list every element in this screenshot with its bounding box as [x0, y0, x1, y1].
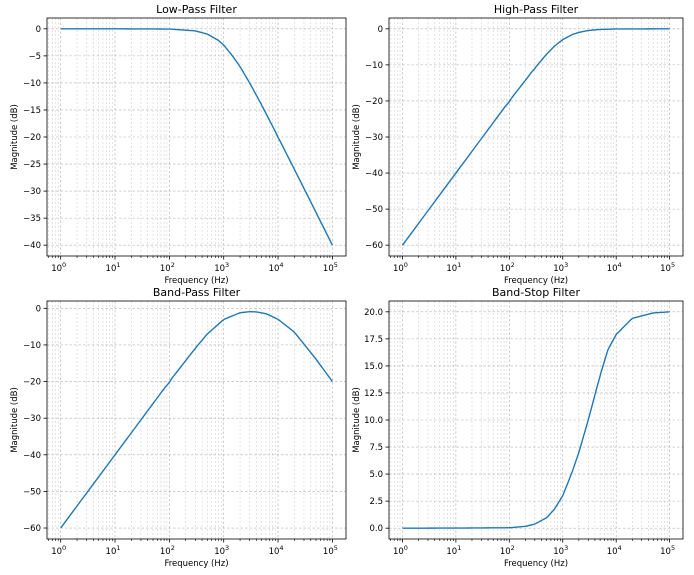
chart-2-y-tick-label: −10: [23, 341, 41, 351]
chart-3-y-tick-label: 5.0: [369, 470, 383, 480]
chart-1-axes-frame: [388, 17, 684, 257]
chart-0-y-tick-label: −35: [23, 214, 41, 224]
chart-2-y-tick-label: 0: [36, 304, 41, 314]
chart-1-series-line-0: [401, 28, 670, 246]
chart-2-minor-grid: [48, 301, 331, 541]
chart-0-y-tick-label: −10: [23, 79, 41, 89]
chart-3-x-tick-label: 101: [446, 544, 461, 557]
chart-3-y-tick-label: 12.5: [364, 389, 383, 399]
chart-0-title: Low-Pass Filter: [156, 3, 237, 16]
chart-0-x-tick-label: 103: [214, 261, 229, 274]
chart-2-y-tick-label: −60: [23, 524, 41, 534]
chart-3-x-tick-label: 105: [660, 544, 675, 557]
chart-3-y-axis-label: Magnitude (dB): [352, 387, 362, 453]
chart-3-x-tick-label: 100: [393, 544, 408, 557]
chart-1-x-tick-label: 101: [446, 261, 461, 274]
chart-3-x-tick-label: 104: [607, 544, 622, 557]
chart-3-y-tick-label: 15.0: [364, 362, 383, 372]
chart-3-x-tick-label: 103: [553, 544, 568, 557]
chart-0-y-tick-label: −25: [23, 160, 41, 170]
chart-2-x-axis-label: Frequency (Hz): [164, 559, 228, 569]
chart-3-y-tick-label: 2.5: [369, 497, 383, 507]
chart-1-y-tick-label: −20: [365, 97, 383, 107]
chart-3-y-tick-label: 20.0: [364, 308, 383, 318]
chart-1-panel: 100 101 102 103 104 105 0 −10 −20 −30 −40 −50 −60 Hig…: [352, 3, 684, 286]
chart-2-y-tick-label: −30: [23, 414, 41, 424]
chart-1-x-tick-label: 105: [660, 261, 675, 274]
chart-3-panel: 100 101 102 103 104 105 0.0 2.5 5.0 7.5 10.0 12.5 15…: [352, 286, 684, 569]
chart-1-y-tick-label: −30: [365, 133, 383, 143]
chart-3-y-tick-label: 17.5: [364, 335, 383, 345]
chart-0-x-tick-label: 102: [160, 261, 175, 274]
chart-0-panel: 100 101 102 103 104 105 0 −5 −10 −15 −20 −25 −30 −35 −…: [10, 3, 347, 286]
chart-0-y-axis-label: Magnitude (dB): [10, 104, 20, 170]
chart-1-x-tick-label: 104: [607, 261, 622, 274]
chart-2-series-line-0: [60, 311, 333, 529]
chart-1-y-tick-label: −10: [365, 61, 383, 71]
chart-1-x-axis-label: Frequency (Hz): [504, 276, 568, 286]
chart-1-y-tick-label: 0: [378, 25, 383, 35]
chart-3-title: Band-Stop Filter: [492, 286, 580, 299]
chart-0-x-axis-label: Frequency (Hz): [164, 276, 228, 286]
chart-0-y-tick-label: −30: [23, 187, 41, 197]
chart-0-minor-grid: [48, 18, 331, 258]
chart-2-x-tick-label: 103: [214, 544, 229, 557]
chart-3-x-axis-label: Frequency (Hz): [504, 559, 568, 569]
chart-2-title: Band-Pass Filter: [153, 286, 241, 299]
chart-1-x-tick-label: 100: [393, 261, 408, 274]
chart-3-x-tick-label: 102: [500, 544, 515, 557]
chart-1-title: High-Pass Filter: [494, 3, 579, 16]
chart-1-minor-grid: [390, 18, 668, 258]
chart-3-y-tick-label: 10.0: [364, 416, 383, 426]
chart-0-x-tick-label: 104: [269, 261, 284, 274]
chart-2-x-tick-label: 101: [106, 544, 121, 557]
chart-1-y-tick-label: −60: [365, 241, 383, 251]
chart-2-y-tick-label: −20: [23, 378, 41, 388]
chart-3-series-line-0: [402, 311, 670, 529]
chart-2-x-tick-label: 100: [51, 544, 66, 557]
chart-0-y-tick-label: −15: [23, 106, 41, 116]
chart-1-x-tick-label: 103: [553, 261, 568, 274]
chart-0-y-tick-label: 0: [36, 25, 41, 35]
chart-2-y-axis-label: Magnitude (dB): [10, 387, 20, 453]
chart-0-y-tick-label: −20: [23, 133, 41, 143]
chart-2-x-tick-label: 102: [160, 544, 175, 557]
chart-2-axes-frame: [46, 300, 347, 540]
chart-3-y-tick-label: 0.0: [369, 524, 383, 534]
chart-2-x-tick-label: 104: [269, 544, 284, 557]
chart-1-y-axis-label: Magnitude (dB): [352, 104, 362, 170]
chart-0-series-line-0: [60, 28, 334, 246]
chart-1-y-tick-label: −50: [365, 205, 383, 215]
chart-0-y-tick-label: −5: [28, 52, 41, 62]
chart-0-y-tick-label: −40: [23, 241, 41, 251]
chart-2-x-tick-label: 105: [323, 544, 338, 557]
chart-3-minor-grid: [390, 301, 668, 541]
chart-0-x-tick-label: 105: [323, 261, 338, 274]
chart-0-x-tick-label: 101: [106, 261, 121, 274]
chart-1-x-tick-label: 102: [500, 261, 515, 274]
chart-3-y-tick-label: 7.5: [369, 443, 383, 453]
chart-2-y-tick-label: −40: [23, 451, 41, 461]
chart-0-axes-frame: [46, 17, 347, 257]
chart-2-y-tick-label: −50: [23, 487, 41, 497]
chart-1-y-tick-label: −40: [365, 169, 383, 179]
chart-2-panel: 100 101 102 103 104 105 0 −10 −20 −30 −40 −50 −60 Ban…: [10, 286, 347, 569]
chart-3-axes-frame: [388, 300, 684, 540]
chart-0-x-tick-label: 100: [51, 261, 66, 274]
